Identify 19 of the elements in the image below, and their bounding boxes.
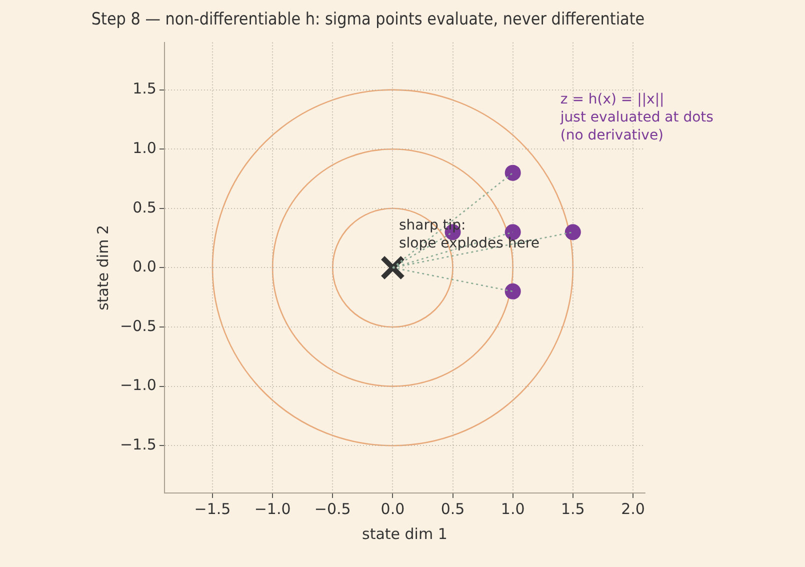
y-tick-label: −1.5: [120, 435, 156, 454]
y-tick-label: 0.5: [132, 198, 156, 216]
y-axis-title: state dim 2: [94, 225, 112, 310]
x-tick-label: 2.0: [621, 500, 645, 518]
y-tick-label: 1.5: [132, 80, 156, 98]
y-tick-label: 0.0: [132, 258, 156, 276]
x-tick-label: 1.0: [500, 500, 525, 518]
x-tick-label: 0.5: [440, 500, 465, 518]
x-tick-label: −1.5: [194, 500, 231, 518]
chart-title: Step 8 — non-differentiable h: sigma points evaluate, never differentiate: [91, 8, 645, 29]
x-axis-title: state dim 1: [362, 524, 448, 543]
x-tick-label: −1.0: [254, 500, 291, 518]
y-tick-label: 1.0: [132, 139, 156, 158]
x-tick-label: 0.0: [380, 500, 405, 518]
y-tick-label: −0.5: [120, 316, 156, 335]
annotation: z = h(x) = ||x|| just evaluated at dots (no derivative): [559, 92, 714, 144]
x-tick-label: 1.5: [560, 500, 585, 518]
y-tick-label: −1.0: [120, 376, 156, 394]
x-tick-label: −0.5: [314, 500, 351, 518]
